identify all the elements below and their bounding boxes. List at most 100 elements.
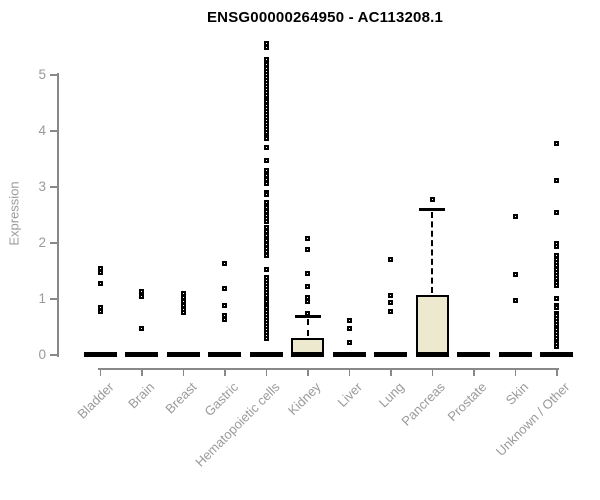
median-bar — [415, 352, 449, 357]
outlier-point — [222, 302, 228, 308]
x-tick-label: Breast — [162, 379, 200, 417]
median-bar — [125, 352, 159, 357]
outlier-point — [512, 272, 518, 278]
outlier-point — [554, 178, 560, 184]
outlier-point — [263, 172, 269, 178]
outlier-point — [554, 295, 560, 301]
y-tick-label: 1 — [38, 291, 46, 306]
y-tick — [50, 74, 57, 76]
x-tick — [141, 368, 143, 376]
x-axis-line — [98, 368, 559, 370]
y-axis-line — [57, 73, 59, 357]
x-tick-label: Pancreas — [398, 379, 449, 429]
median-bar — [249, 352, 283, 357]
chart-title: ENSG00000264950 - AC113208.1 — [206, 9, 444, 26]
outlier-point — [554, 344, 560, 350]
outlier-point — [263, 144, 269, 150]
outlier-point — [139, 325, 145, 331]
outlier-point — [429, 196, 435, 202]
y-tick — [50, 354, 57, 356]
median-bar — [332, 352, 366, 357]
x-tick — [182, 368, 185, 376]
outlier-point — [388, 292, 394, 298]
outlier-point — [388, 256, 394, 262]
outlier-point — [554, 210, 560, 216]
outlier-point — [263, 232, 269, 238]
outlier-point — [388, 300, 394, 306]
outlier-point — [346, 318, 352, 324]
x-tick — [99, 368, 102, 376]
y-tick-label: 5 — [38, 67, 46, 82]
y-tick — [50, 242, 57, 244]
outlier-point — [305, 310, 311, 316]
outlier-point — [305, 298, 311, 304]
x-tick-label: Bladder — [73, 379, 117, 422]
outlier-point — [512, 297, 518, 303]
outlier-point — [263, 44, 269, 50]
x-tick — [348, 368, 351, 376]
outlier-point — [263, 157, 269, 163]
x-tick — [224, 368, 226, 376]
outlier-point — [346, 326, 352, 332]
outlier-point — [263, 219, 269, 225]
outlier-point — [139, 289, 145, 295]
outlier-point — [305, 283, 311, 289]
outlier-point — [222, 317, 228, 323]
x-tick — [390, 368, 392, 376]
outlier-point — [263, 199, 269, 205]
x-tick-label: Liver — [334, 379, 366, 410]
outlier-point — [554, 282, 560, 288]
outlier-point — [139, 293, 145, 299]
x-tick-label: Skin — [502, 379, 532, 408]
y-tick — [50, 186, 57, 188]
x-tick — [265, 368, 268, 376]
median-bar — [83, 352, 117, 357]
median-bar — [457, 352, 491, 357]
median-bar — [540, 352, 574, 357]
outlier-point — [305, 236, 311, 242]
outlier-point — [512, 214, 518, 220]
outlier-point — [554, 140, 560, 146]
median-bar — [498, 352, 532, 357]
x-tick — [307, 368, 309, 376]
x-tick-label: Prostate — [444, 379, 490, 425]
box — [415, 294, 449, 355]
outlier-point — [180, 309, 186, 315]
outlier-point — [346, 340, 352, 346]
x-tick-label: Gastric — [200, 379, 241, 420]
outlier-point — [263, 335, 269, 341]
y-tick — [50, 130, 57, 132]
outlier-point — [263, 136, 269, 142]
whisker — [306, 318, 309, 337]
outlier-point — [305, 270, 311, 276]
y-tick-label: 3 — [38, 179, 46, 194]
x-tick-label: Lung — [375, 379, 407, 411]
median-bar — [374, 352, 408, 357]
y-tick — [50, 298, 57, 300]
outlier-point — [222, 312, 228, 318]
median-bar — [291, 352, 325, 357]
outlier-point — [554, 305, 560, 311]
median-bar — [166, 352, 200, 357]
median-bar — [208, 352, 242, 357]
outlier-point — [263, 192, 269, 198]
x-tick — [514, 368, 517, 376]
outlier-point — [222, 260, 228, 266]
x-tick — [473, 368, 475, 376]
outlier-point — [305, 246, 311, 252]
x-tick — [431, 368, 434, 376]
whisker-cap — [294, 314, 321, 318]
outlier-point — [388, 309, 394, 315]
outlier-point — [554, 244, 560, 250]
x-tick-label: Unknown / Other — [493, 379, 573, 459]
outlier-point — [263, 253, 269, 259]
outlier-point — [97, 269, 103, 275]
outlier-point — [97, 309, 103, 315]
whisker-cap — [419, 208, 446, 212]
outlier-point — [97, 280, 103, 286]
y-tick-label: 4 — [38, 123, 46, 138]
x-tick — [556, 368, 558, 376]
outlier-point — [263, 267, 269, 273]
y-tick-label: 0 — [38, 347, 46, 362]
